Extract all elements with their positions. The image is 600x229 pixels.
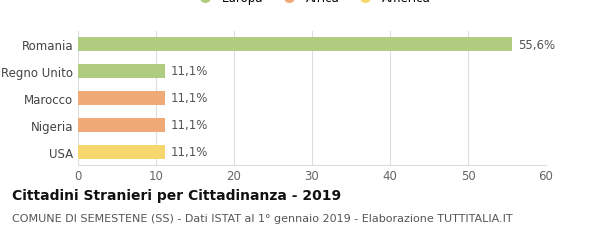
- Text: 11,1%: 11,1%: [171, 65, 208, 78]
- Bar: [78, 38, 512, 52]
- Text: COMUNE DI SEMESTENE (SS) - Dati ISTAT al 1° gennaio 2019 - Elaborazione TUTTITAL: COMUNE DI SEMESTENE (SS) - Dati ISTAT al…: [12, 213, 512, 223]
- Bar: [78, 92, 164, 105]
- Bar: [78, 65, 164, 78]
- Text: 11,1%: 11,1%: [171, 119, 208, 132]
- Legend: Europa, Africa, America: Europa, Africa, America: [188, 0, 436, 10]
- Bar: [78, 145, 164, 159]
- Text: 11,1%: 11,1%: [171, 146, 208, 159]
- Text: Cittadini Stranieri per Cittadinanza - 2019: Cittadini Stranieri per Cittadinanza - 2…: [12, 188, 341, 202]
- Bar: [78, 119, 164, 132]
- Text: 11,1%: 11,1%: [171, 92, 208, 105]
- Text: 55,6%: 55,6%: [518, 38, 555, 51]
